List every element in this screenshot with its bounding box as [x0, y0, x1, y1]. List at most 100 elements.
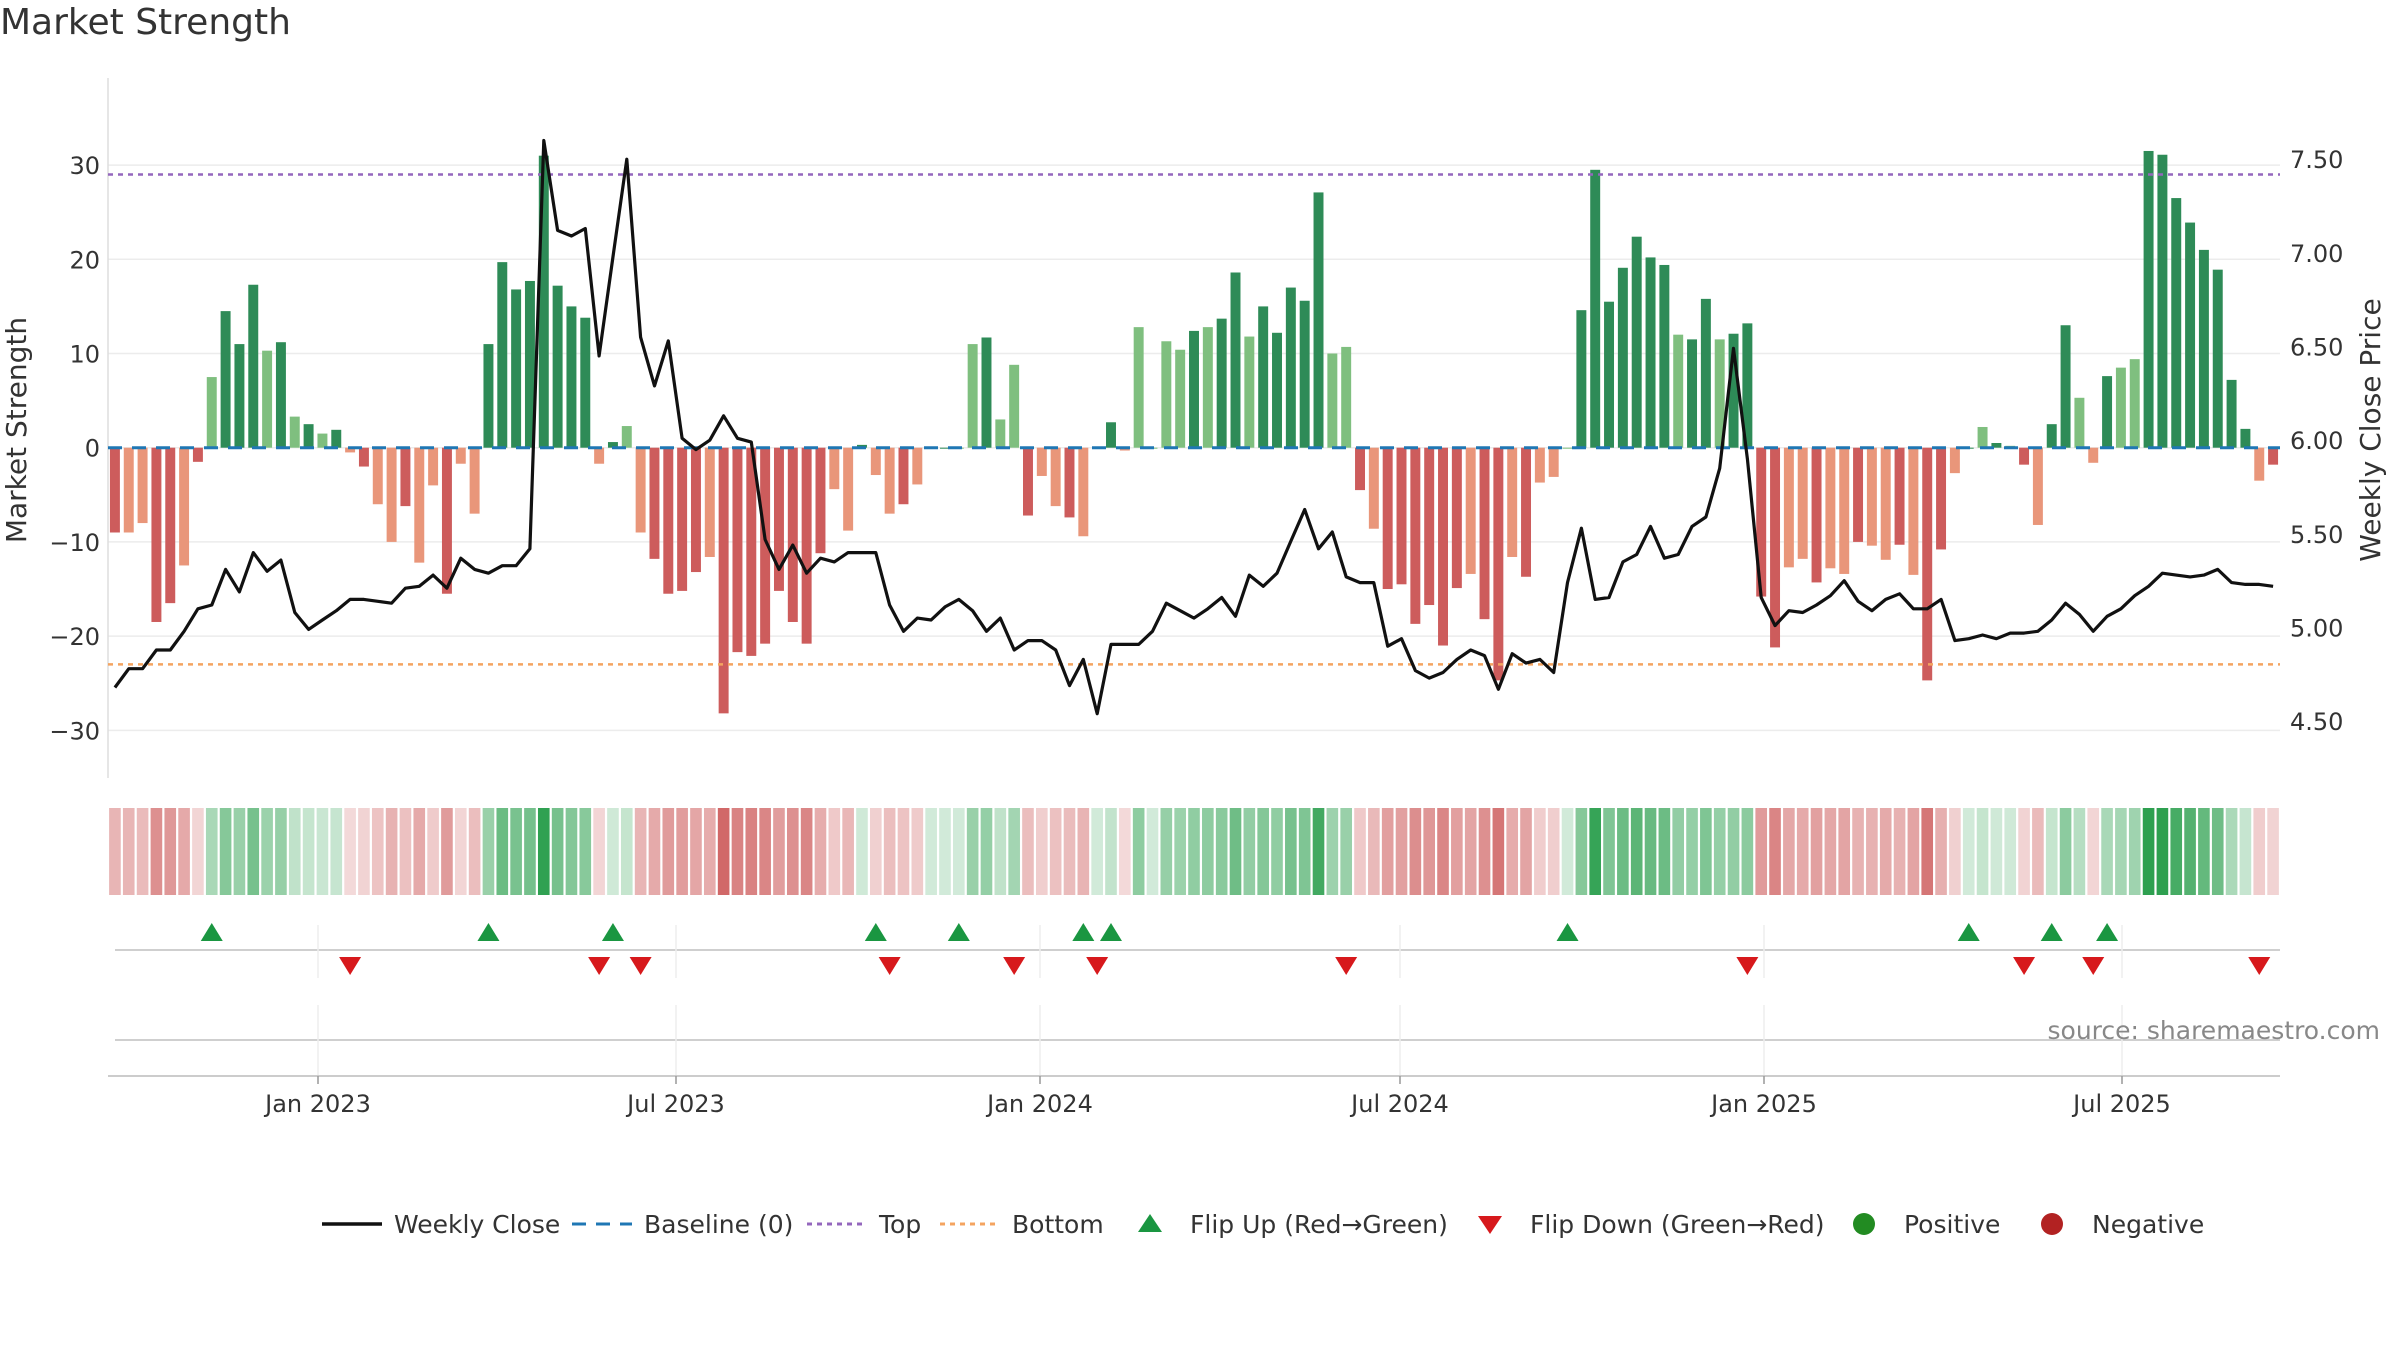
- heatmap-cell: [1727, 808, 1740, 895]
- strength-bar: [234, 344, 245, 448]
- heatmap-cell: [1049, 808, 1062, 895]
- strength-bar: [1811, 447, 1822, 583]
- strength-bar: [2129, 359, 2140, 448]
- strength-bar: [151, 447, 162, 622]
- right-tick-label: 5.00: [2290, 615, 2343, 643]
- strength-bar: [1604, 301, 1615, 448]
- strength-bar: [1659, 264, 1670, 448]
- strength-bar: [1313, 192, 1324, 448]
- x-tick-label: Jan 2023: [263, 1090, 371, 1118]
- flip-up-marker: [601, 923, 624, 941]
- strength-bar: [1230, 272, 1241, 448]
- heatmap-cell: [994, 808, 1007, 895]
- strength-bar: [2226, 379, 2237, 448]
- flip-down-marker: [1335, 957, 1358, 975]
- strength-bar: [1783, 447, 1794, 568]
- strength-bar: [2240, 428, 2251, 448]
- heatmap-cell: [150, 808, 163, 895]
- heatmap-cell: [690, 808, 702, 895]
- heatmap-cell: [1796, 808, 1809, 895]
- legend-bottom-label: Bottom: [1012, 1210, 1104, 1239]
- x-tick-label: Jul 2025: [2071, 1090, 2171, 1118]
- x-tick-label: Jan 2025: [1709, 1090, 1817, 1118]
- strength-bar: [1714, 339, 1725, 448]
- legend-flip-down-label: Flip Down (Green→Red): [1530, 1210, 1825, 1239]
- strength-bar: [331, 429, 342, 448]
- strength-bar: [718, 447, 729, 714]
- heatmap-cell: [1257, 808, 1269, 895]
- strength-bar: [1050, 447, 1061, 507]
- strength-bar: [455, 447, 466, 464]
- heatmap-cell: [607, 808, 619, 895]
- strength-bar: [566, 306, 577, 448]
- strength-bar: [1036, 447, 1047, 476]
- heatmap-cell: [1879, 808, 1892, 895]
- strength-bar: [2143, 150, 2154, 448]
- strength-bar: [2254, 447, 2265, 481]
- right-tick-label: 7.50: [2290, 146, 2343, 174]
- heatmap-cell: [2211, 808, 2224, 895]
- strength-bar: [580, 317, 591, 448]
- strength-bar: [372, 447, 383, 505]
- strength-bar: [248, 284, 259, 448]
- strength-bar: [1299, 300, 1310, 448]
- heatmap-cell: [2115, 808, 2127, 895]
- strength-bar: [2212, 269, 2223, 448]
- strength-bar: [843, 447, 854, 531]
- strength-bar: [289, 416, 300, 448]
- strength-bar: [414, 447, 425, 563]
- heatmap-cell: [800, 808, 813, 895]
- heatmap-cell: [164, 808, 177, 895]
- heatmap-cell: [2087, 808, 2100, 895]
- heatmap-cell: [1976, 808, 1989, 895]
- strength-bar: [1521, 447, 1532, 577]
- heatmap-cell: [1188, 808, 1200, 895]
- strength-bar: [524, 280, 535, 448]
- heatmap-cell: [1036, 808, 1048, 895]
- left-tick-label: 10: [69, 341, 100, 369]
- heatmap-cell: [1644, 808, 1657, 895]
- strength-bar: [773, 447, 784, 591]
- strength-bar: [1216, 318, 1227, 448]
- heatmap-cell: [496, 808, 509, 895]
- strength-bar: [1853, 447, 1864, 542]
- heatmap-cell: [1575, 808, 1588, 895]
- strength-bar: [1285, 287, 1296, 448]
- x-tick-label: Jan 2024: [985, 1090, 1093, 1118]
- strength-bar: [787, 447, 798, 622]
- left-axis-title: Market Strength: [0, 317, 33, 543]
- strength-bar: [2046, 424, 2057, 448]
- heatmap-cell: [192, 808, 204, 895]
- strength-bar: [400, 447, 411, 507]
- flip-down-marker: [588, 957, 611, 975]
- heatmap-cell: [786, 808, 799, 895]
- heatmap-cell: [2101, 808, 2113, 895]
- heatmap-cell: [1658, 808, 1671, 895]
- flip-down-marker: [878, 957, 901, 975]
- strength-bar: [621, 426, 632, 448]
- strength-bar: [801, 447, 812, 644]
- strength-bar: [1880, 447, 1891, 560]
- strength-bar: [1493, 447, 1504, 681]
- heatmap-cell: [648, 808, 661, 895]
- heatmap-cell: [2045, 808, 2058, 895]
- strength-bar: [1839, 447, 1850, 574]
- strength-bar: [663, 447, 674, 594]
- legend-baseline-label: Baseline (0): [644, 1210, 793, 1239]
- strength-bar: [1728, 333, 1739, 448]
- heatmap-cell: [1285, 808, 1297, 895]
- heatmap-cell: [413, 808, 426, 895]
- heatmap-cell: [371, 808, 384, 895]
- heatmap-cell: [358, 808, 370, 895]
- strength-bar: [220, 311, 231, 448]
- heatmap-cell: [1105, 808, 1117, 895]
- heatmap-cell: [1423, 808, 1435, 895]
- strength-bar: [635, 447, 646, 533]
- heatmap-cell: [1949, 808, 1961, 895]
- strength-bar: [1396, 447, 1407, 585]
- heatmap-cell: [399, 808, 412, 895]
- strength-bar: [206, 377, 217, 448]
- strength-bar: [870, 447, 881, 476]
- flip-down-marker: [339, 957, 362, 975]
- heatmap-cell: [814, 808, 827, 895]
